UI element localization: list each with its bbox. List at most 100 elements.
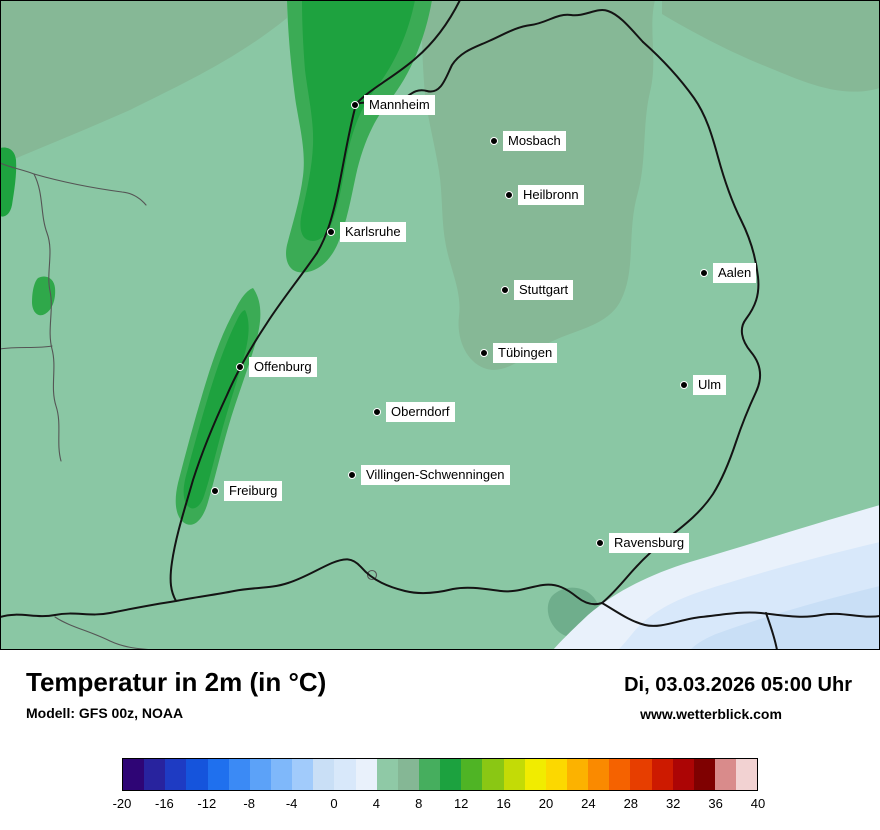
city-dot — [480, 349, 488, 357]
colorbar-cell-34 — [693, 759, 715, 790]
model-info: Modell: GFS 00z, NOAA — [26, 704, 184, 721]
colorbar-tick-20: 20 — [538, 796, 554, 811]
city-label: Stuttgart — [514, 280, 574, 300]
city-dot — [596, 539, 604, 547]
border-branch — [765, 612, 778, 650]
city-dot — [373, 408, 381, 416]
colorbar-cell-2 — [355, 759, 377, 790]
colorbar-cell-20 — [545, 759, 567, 790]
city-label: Villingen-Schwenningen — [361, 465, 510, 485]
colorbar-cell--2 — [313, 759, 335, 790]
city-label: Offenburg — [249, 357, 317, 377]
title-block: Temperatur in 2m (in °C) Modell: GFS 00z… — [26, 667, 327, 721]
colorbar-tick-24: 24 — [581, 796, 596, 811]
city-layer: Mannheim Mosbach Heilbronn Karlsruhe Aalen St… — [211, 95, 757, 553]
city-dot — [490, 137, 498, 145]
forecast-datetime: Di, 03.03.2026 05:00 Uhr — [624, 674, 852, 696]
colorbar-cell--14 — [186, 759, 208, 790]
colorbar-cell-26 — [609, 759, 631, 790]
city-label: Ulm — [693, 375, 727, 395]
colorbar-tick-0: 0 — [330, 796, 338, 811]
colorbar-tick--4: -4 — [285, 796, 298, 811]
weather-map: Mannheim Mosbach Heilbronn Karlsruhe Aalen St… — [0, 0, 880, 650]
colorbar-tick-40: 40 — [750, 796, 766, 811]
colorbar-cell--8 — [249, 759, 271, 790]
border-lines — [0, 0, 880, 650]
city-dot — [700, 269, 708, 277]
website-url: www.wetterblick.com — [640, 706, 782, 722]
temp-zone-topleft — [0, 0, 287, 165]
temp-zone-cold-corner — [690, 586, 880, 650]
colorbar-cell-14 — [482, 759, 504, 790]
colorbar-tick-4: 4 — [372, 796, 381, 811]
city-label: Karlsruhe — [340, 222, 406, 242]
city-label: Tübingen — [493, 343, 558, 363]
regional-line — [54, 616, 156, 650]
city-dot — [501, 286, 509, 294]
colorbar-ticks: -20 -16 -12 -8 -4 0 4 8 12 16 20 24 28 32 36 40 — [113, 796, 766, 814]
colorbar-tick-8: 8 — [415, 796, 423, 811]
colorbar-cell--20 — [123, 759, 145, 790]
colorbar-cell-36 — [714, 759, 737, 790]
city-label: Oberndorf — [386, 402, 455, 422]
city-label: Freiburg — [224, 481, 283, 501]
city-label: Heilbronn — [518, 185, 584, 205]
colorbar-cell-0 — [334, 759, 356, 790]
colorbar-tick-12: 12 — [453, 796, 469, 811]
regional-line — [33, 173, 62, 462]
border-hesse — [355, 0, 461, 105]
colorbar-tick--8: -8 — [243, 796, 255, 811]
city-dot — [348, 471, 356, 479]
colorbar-cell-32 — [672, 759, 694, 790]
colorbar-cell-30 — [651, 759, 673, 790]
colorbar-cell-18 — [524, 759, 546, 790]
colorbar-cell-10 — [440, 759, 462, 790]
city-dot — [680, 381, 688, 389]
colorbar-cell-28 — [630, 759, 652, 790]
legend-area: -20 -16 -12 -8 -4 0 4 8 12 16 20 24 28 32 36 40 — [0, 748, 880, 814]
border-france-rhine — [169, 103, 357, 602]
regional-line — [0, 345, 53, 350]
temp-zone-topright — [662, 0, 880, 92]
border-austria — [601, 602, 880, 627]
colorbar-tick-36: 36 — [708, 796, 723, 811]
regional-border-lines — [0, 162, 378, 650]
colorbar-tick-32: 32 — [665, 796, 681, 811]
colorbar-cell--16 — [165, 759, 187, 790]
city-label: Aalen — [713, 263, 757, 283]
colorbar-tick--20: -20 — [112, 796, 132, 811]
colorbar-tick-28: 28 — [623, 796, 639, 811]
city-dot — [505, 191, 513, 199]
city-dot — [351, 101, 359, 109]
colorbar-cell-22 — [566, 759, 589, 790]
temperature-map-svg — [0, 0, 880, 650]
city-label: Ravensburg — [609, 533, 690, 553]
city-dot — [236, 363, 244, 371]
colorbar-cell--4 — [292, 759, 314, 790]
colorbar-cell--18 — [144, 759, 166, 790]
temp-zone-neckar-basin — [421, 0, 655, 370]
colorbar-cell-16 — [503, 759, 525, 790]
city-dot — [327, 228, 335, 236]
city-label: Mannheim — [364, 95, 435, 115]
colorbar-cell-4 — [376, 759, 398, 790]
border-switzerland — [0, 558, 603, 618]
enclave-outline — [366, 569, 378, 581]
map-title: Temperatur in 2m (in °C) — [26, 667, 327, 697]
colorbar-cell--10 — [228, 759, 250, 790]
datetime-block: Di, 03.03.2026 05:00 Uhr www.wetterblick… — [570, 674, 852, 722]
city-dot — [211, 487, 219, 495]
colorbar-cell-8 — [418, 759, 441, 790]
regional-line — [33, 173, 147, 206]
info-bar: Temperatur in 2m (in °C) Modell: GFS 00z… — [0, 650, 880, 748]
regional-line — [0, 162, 35, 175]
colorbar-tick--12: -12 — [197, 796, 217, 811]
colorbar-tick-16: 16 — [496, 796, 511, 811]
colorbar-cell-12 — [461, 759, 483, 790]
colorbar-cell-38 — [736, 759, 758, 790]
temp-zone-rhine-core — [300, 0, 415, 241]
colorbar — [122, 758, 758, 791]
colorbar-cell--6 — [270, 759, 293, 790]
city-label: Mosbach — [503, 131, 566, 151]
colorbar-cell-6 — [397, 759, 419, 790]
